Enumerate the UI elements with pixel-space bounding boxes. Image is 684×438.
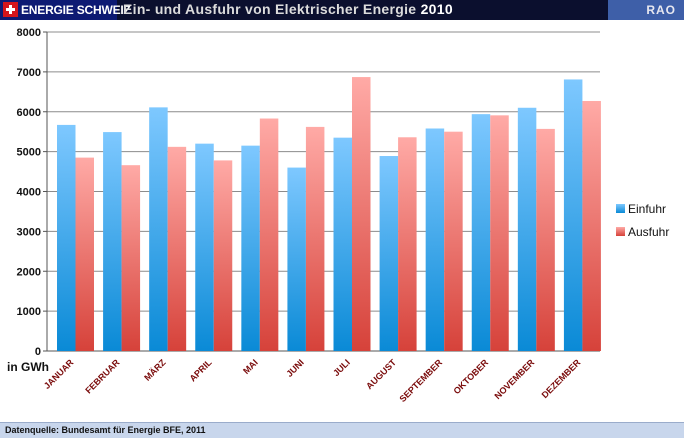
swiss-flag-icon (3, 2, 18, 17)
x-tick-label: SEPTEMBER (397, 357, 444, 404)
import-bar (241, 145, 260, 351)
legend-import-label: Einfuhr (628, 202, 666, 216)
source-note: Datenquelle: Bundesamt für Energie BFE, … (5, 425, 206, 435)
x-tick-label: NOVEMBER (492, 357, 536, 401)
import-bar (379, 156, 399, 351)
export-bar (305, 126, 325, 351)
y-tick-label: 0 (35, 346, 41, 358)
import-bar (333, 137, 352, 351)
x-tick-label: MÄRZ (142, 357, 168, 383)
export-bar (167, 146, 187, 351)
brand-box: ENERGIE SCHWEIZ (0, 0, 131, 20)
legend-export-swatch (616, 227, 625, 236)
import-bar (425, 128, 445, 351)
footer-bar: Datenquelle: Bundesamt für Energie BFE, … (0, 422, 684, 438)
x-tick-label: JUNI (284, 357, 306, 379)
export-bar (582, 100, 601, 351)
legend-import-swatch (616, 204, 625, 213)
x-tick-label: APRIL (188, 357, 215, 384)
y-tick-label: 4000 (17, 187, 41, 199)
org-box: RAO (608, 0, 684, 20)
export-bar (536, 128, 555, 351)
x-tick-label: MAI (241, 357, 260, 376)
export-bar (490, 115, 509, 352)
import-bar (563, 79, 583, 352)
title-text: Ein- und Ausfuhr von Elektrischer Energi… (123, 1, 417, 17)
y-tick-label: 1000 (17, 306, 41, 318)
y-tick-label: 2000 (17, 266, 41, 278)
y-tick-label: 6000 (17, 107, 41, 119)
y-tick-label: 3000 (17, 226, 41, 238)
page-title: Ein- und Ausfuhr von Elektrischer Energi… (123, 1, 453, 17)
import-bar (103, 132, 122, 351)
export-bar (444, 131, 463, 351)
x-tick-label: JULI (331, 357, 352, 378)
x-tick-label: AUGUST (364, 357, 398, 391)
export-bar (352, 77, 371, 351)
org-label: RAO (646, 3, 676, 17)
export-bar (121, 165, 141, 351)
x-tick-label: FEBRUAR (83, 357, 122, 396)
y-axis-label: in GWh (7, 360, 49, 374)
export-bar (75, 157, 94, 351)
header-bar: ENERGIE SCHWEIZ Ein- und Ausfuhr von Ele… (0, 0, 684, 20)
legend-export-label: Ausfuhr (628, 225, 669, 239)
y-tick-label: 7000 (17, 67, 41, 79)
brand-label: ENERGIE SCHWEIZ (21, 3, 131, 17)
import-bar (149, 107, 168, 352)
import-bar (517, 107, 537, 351)
import-bar (57, 124, 76, 351)
y-tick-label: 8000 (17, 27, 41, 39)
import-bar (287, 167, 306, 351)
x-tick-label: OKTOBER (451, 357, 490, 396)
title-year: 2010 (420, 1, 453, 17)
import-bar (471, 114, 491, 351)
x-tick-label: DEZEMBER (540, 357, 583, 400)
export-bar (398, 137, 417, 351)
import-bar (195, 143, 214, 351)
export-bar (259, 118, 279, 351)
y-tick-label: 5000 (17, 147, 41, 159)
export-bar (213, 160, 233, 351)
